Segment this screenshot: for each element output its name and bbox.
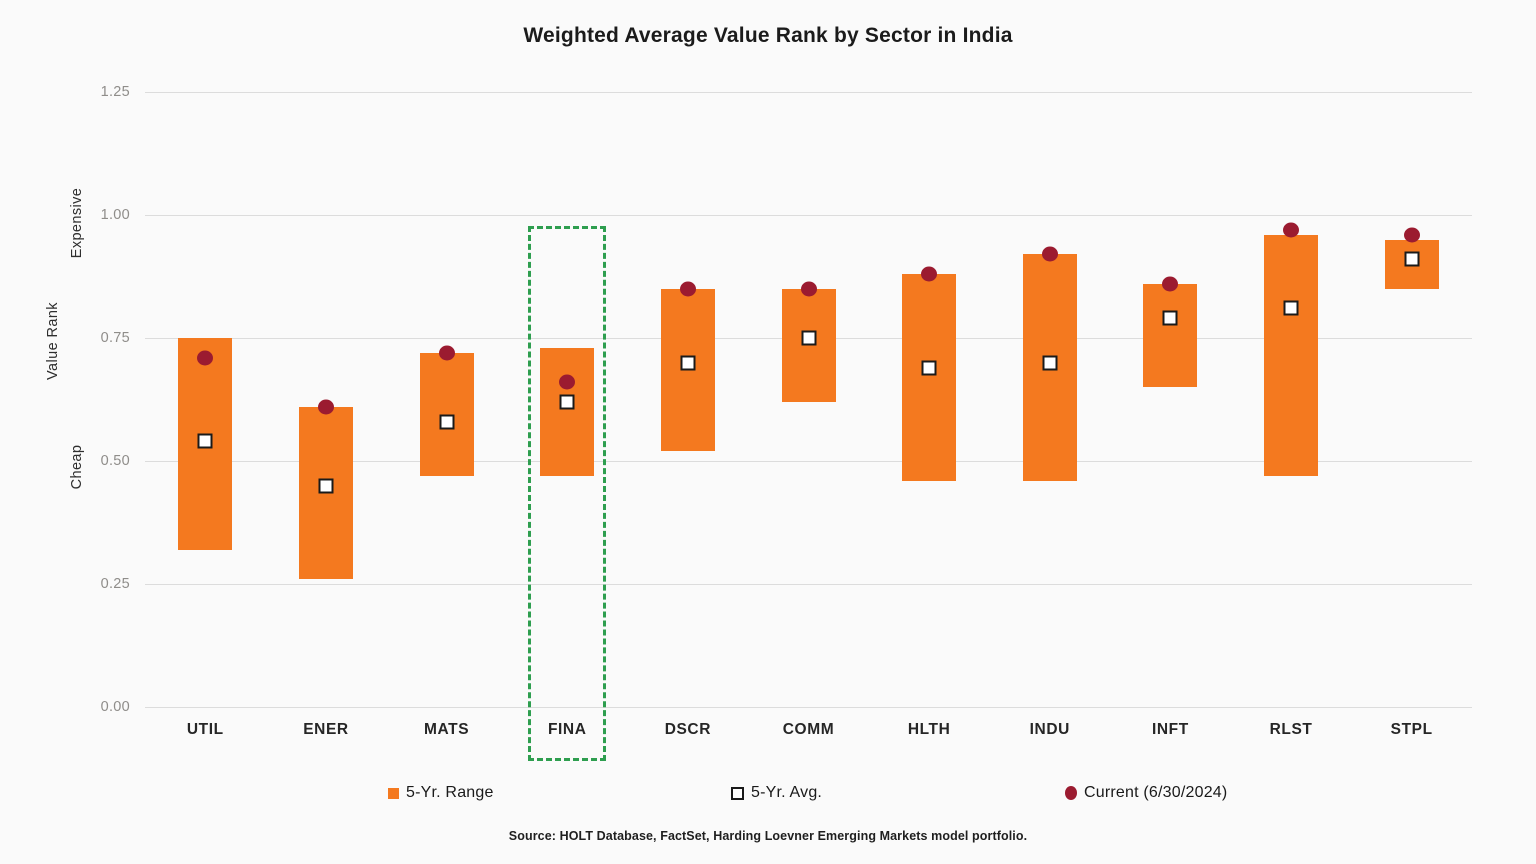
x-axis-label: HLTH [907, 721, 951, 738]
avg-swatch-icon [731, 786, 744, 800]
y-tick-label: 0.25 [100, 576, 130, 592]
y-tick-label: 0.75 [100, 330, 130, 346]
x-axis-label: MATS [423, 721, 470, 738]
current-marker [800, 281, 817, 297]
current-marker [1162, 276, 1179, 292]
grid-line [145, 707, 1472, 708]
current-marker [1403, 227, 1420, 243]
range-bar [1264, 234, 1319, 476]
current-swatch-icon [1065, 786, 1077, 800]
avg-marker [680, 355, 696, 371]
grid-line [145, 92, 1472, 93]
x-axis-label: RLST [1269, 721, 1313, 738]
current-marker [679, 281, 696, 297]
x-axis-label: INFT [1151, 721, 1189, 738]
x-axis-label: ENER [303, 721, 349, 738]
source-note: Source: HOLT Database, FactSet, Harding … [508, 829, 1028, 843]
avg-marker [801, 330, 816, 346]
legend-label-current: Current (6/30/2024) [1084, 784, 1228, 801]
y-tick-label: 1.25 [100, 84, 130, 100]
avg-marker [1162, 310, 1178, 326]
x-axis-label: UTIL [186, 721, 224, 738]
avg-marker [921, 360, 937, 376]
x-axis-label: DSCR [664, 721, 712, 738]
range-bar [902, 274, 957, 481]
range-swatch-icon [388, 787, 399, 799]
range-bar [540, 347, 595, 476]
legend-label-range: 5-Yr. Range [406, 784, 494, 801]
y-axis-title: Value Rank [45, 302, 61, 380]
current-marker [921, 266, 938, 282]
current-marker [1283, 222, 1300, 238]
current-marker [1041, 246, 1058, 262]
grid-line [145, 461, 1472, 462]
grid-line [145, 215, 1472, 216]
avg-marker [1042, 355, 1058, 371]
range-bar [1143, 283, 1198, 388]
x-axis-label: INDU [1029, 721, 1070, 738]
current-marker [438, 345, 455, 361]
legend-label-avg: 5-Yr. Avg. [751, 784, 823, 801]
x-axis-label: STPL [1390, 721, 1433, 738]
chart-title: Weighted Average Value Rank by Sector in… [523, 24, 1013, 47]
highlight-box-fina [528, 225, 607, 761]
x-axis-label: FINA [547, 721, 587, 738]
current-marker [317, 399, 334, 415]
avg-marker [1404, 251, 1420, 267]
legend-item-current: Current (6/30/2024) [1065, 784, 1227, 802]
legend-item-range: 5-Yr. Range [388, 784, 494, 802]
avg-marker [559, 394, 575, 410]
current-marker [197, 350, 214, 366]
grid-line [145, 584, 1472, 585]
avg-marker [318, 478, 334, 494]
y-axis-label-expensive: Expensive [69, 187, 85, 259]
x-axis-label: COMM [782, 721, 835, 738]
y-tick-label: 1.00 [100, 207, 130, 223]
y-tick-label: 0.50 [100, 453, 130, 469]
avg-marker [439, 414, 455, 430]
current-marker [559, 374, 576, 390]
legend-item-avg: 5-Yr. Avg. [731, 784, 822, 802]
y-tick-label: 0.00 [100, 699, 130, 715]
avg-marker [1283, 300, 1299, 316]
avg-marker [197, 433, 213, 449]
